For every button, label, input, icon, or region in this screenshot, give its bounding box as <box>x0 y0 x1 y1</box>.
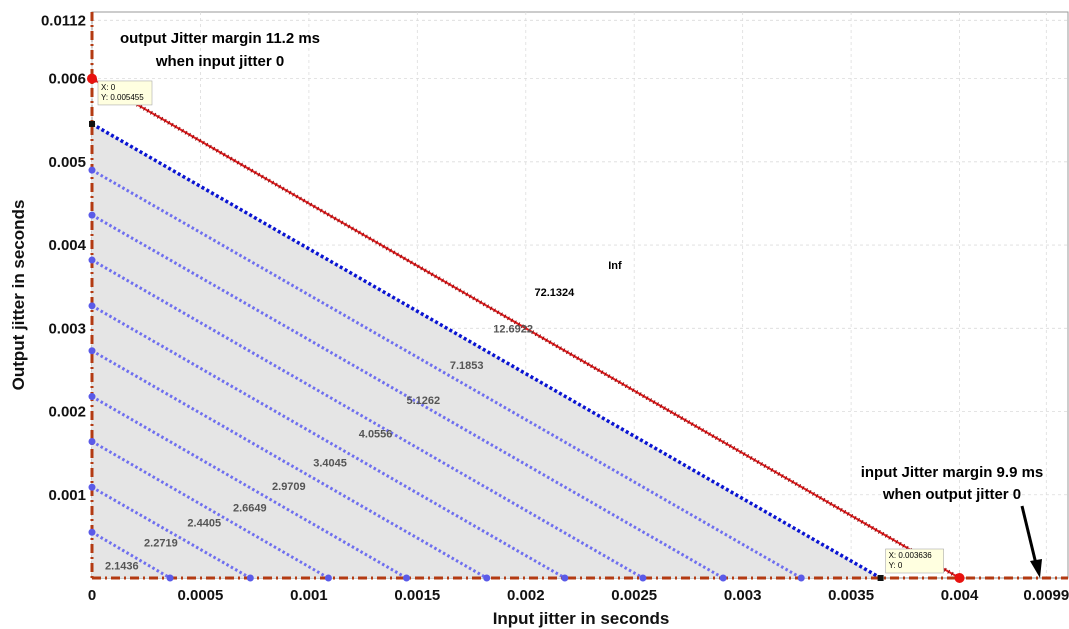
y-tick-labels: 0.001 0.002 0.003 0.004 0.005 0.006 0.0112 <box>41 12 87 503</box>
contour-label: 2.4405 <box>187 517 221 529</box>
contour-marker <box>719 574 727 582</box>
x-tick-label: 0.0035 <box>828 587 874 604</box>
output-margin-annotation-line1: output Jitter margin 11.2 ms <box>120 30 320 47</box>
contour-line <box>91 213 724 580</box>
y-tick-label: 0.001 <box>48 487 86 504</box>
contour-marker <box>246 574 254 582</box>
y-tick-label: 0.004 <box>48 237 86 254</box>
contour-line <box>91 168 802 580</box>
x-tick-label: 0.0015 <box>394 587 440 604</box>
contour-marker <box>88 528 96 536</box>
input-margin-annotation-line1: input Jitter margin 9.9 ms <box>861 464 1044 481</box>
contour-marker <box>88 483 96 491</box>
datatip-anchor <box>89 120 95 127</box>
x-axis-title: Input jitter in seconds <box>493 609 670 628</box>
contour-label: 2.6649 <box>233 502 267 514</box>
contour-marker <box>88 393 96 401</box>
datatip-stable-x[interactable]: X: 0.003636 Y: 0 <box>885 548 944 574</box>
datatip-x-text: X: 0 <box>101 83 116 92</box>
input-margin-annotation-line2: when output jitter 0 <box>882 486 1021 503</box>
contour-labels: 12.6922 7.1853 5.1262 4.0556 3.4045 2.9709 2.6… <box>105 323 533 572</box>
outer-boundary-label: Inf <box>608 260 622 272</box>
x-tick-label: 0.0005 <box>177 587 223 604</box>
contour-line <box>91 304 566 580</box>
outer-boundary-endpoint <box>954 573 965 583</box>
y-axis-title: Output jitter in seconds <box>9 200 28 391</box>
x-tick-label: 0.0025 <box>611 587 657 604</box>
datatip-stable-y[interactable]: X: 0 Y: 0.005455 <box>97 80 153 106</box>
contour-line <box>91 485 252 580</box>
contour-marker <box>88 347 96 355</box>
contour-label: 12.6922 <box>493 323 533 335</box>
contour-marker <box>639 574 647 582</box>
y-tick-label: 0.006 <box>48 71 86 88</box>
contour-marker <box>88 166 96 174</box>
contour-label: 5.1262 <box>406 395 440 407</box>
contour-line <box>91 440 330 580</box>
y-tick-label: 0.003 <box>48 320 86 337</box>
contour-line <box>91 530 171 580</box>
outer-boundary-markers <box>91 76 961 580</box>
contour-marker <box>166 574 174 582</box>
contour-line <box>91 258 644 580</box>
contour-marker <box>324 574 332 582</box>
contour-marker <box>88 256 96 264</box>
datatip-y-text: Y: 0 <box>889 561 903 570</box>
contour-line <box>91 395 408 580</box>
x-tick-labels: 0 0.0005 0.001 0.0015 0.002 0.0025 0.003 0.0035… <box>88 587 1069 604</box>
datatip-y-text: Y: 0.005455 <box>101 93 144 102</box>
x-tick-label: 0 <box>88 587 96 604</box>
contour-marker <box>88 302 96 310</box>
contour-marker <box>797 574 805 582</box>
contour-label: 4.0556 <box>359 428 393 440</box>
x-tick-label: 0.004 <box>941 587 979 604</box>
x-tick-label: 0.002 <box>507 587 545 604</box>
contour-lines <box>91 168 802 580</box>
contour-label: 7.1853 <box>450 360 484 372</box>
contour-marker <box>483 574 491 582</box>
contour-marker <box>88 437 96 445</box>
outer-boundary-endpoint <box>87 73 97 84</box>
y-tick-label: 0.0112 <box>41 12 86 29</box>
contour-label: 2.2719 <box>144 537 178 549</box>
y-tick-label: 0.002 <box>48 404 86 421</box>
x-tick-label: 0.001 <box>290 587 328 604</box>
y-tick-label: 0.005 <box>48 154 86 171</box>
point-markers <box>87 73 965 583</box>
datatip-anchor <box>877 575 884 581</box>
contour-marker <box>88 211 96 219</box>
x-tick-label: 0.0099 <box>1023 587 1069 604</box>
contour-label: 3.4045 <box>313 457 347 469</box>
annotation-arrow-head <box>1030 559 1042 578</box>
datatip-x-text: X: 0.003636 <box>889 551 933 560</box>
contour-label: 2.1436 <box>105 561 139 573</box>
contour-label: 2.9709 <box>272 481 306 493</box>
stable-boundary-label: 72.1324 <box>534 287 575 299</box>
contour-marker <box>561 574 569 582</box>
contour-line <box>91 349 488 580</box>
annotation-arrow-shaft <box>1020 505 1038 565</box>
x-tick-label: 0.003 <box>724 587 762 604</box>
contour-marker <box>402 574 410 582</box>
output-margin-annotation-line2: when input jitter 0 <box>155 53 284 70</box>
